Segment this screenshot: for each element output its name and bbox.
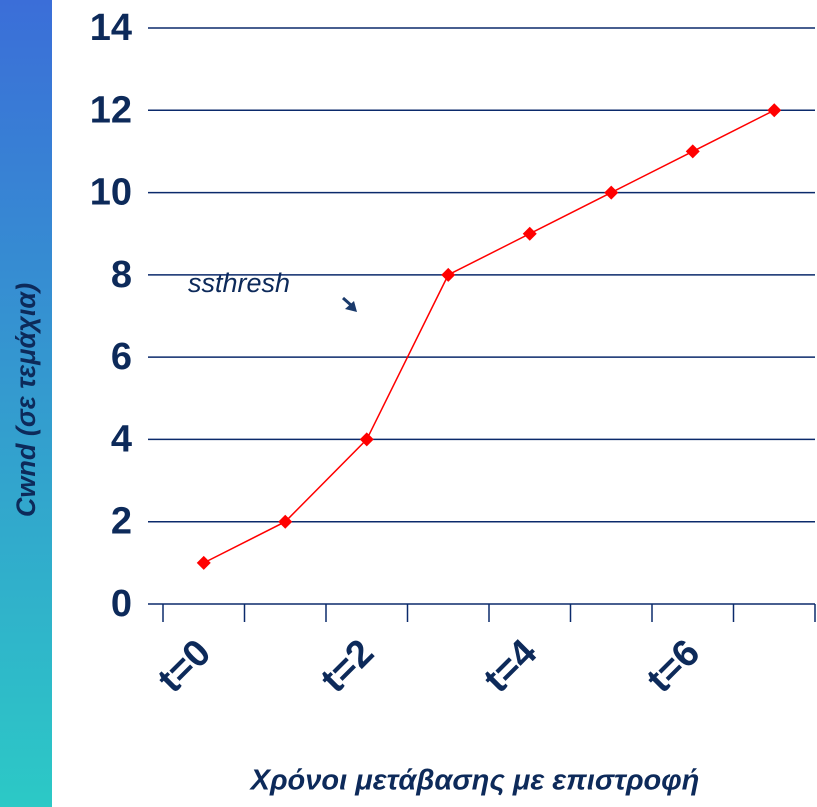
y-tick-label: 8 — [111, 254, 132, 296]
y-tick-label: 0 — [111, 583, 132, 625]
y-tick-label: 4 — [111, 418, 132, 460]
x-tick-label: t=6 — [639, 632, 708, 701]
x-tick-label: t=2 — [313, 632, 382, 701]
point-marker — [604, 185, 619, 200]
point-marker — [441, 267, 456, 282]
point-marker — [522, 226, 537, 241]
point-marker — [685, 144, 700, 159]
y-tick-label: 12 — [90, 89, 132, 131]
y-tick-label: 6 — [111, 336, 132, 378]
series-line — [203, 109, 775, 564]
y-tick-label: 14 — [90, 7, 132, 49]
annotation: ssthresh — [188, 268, 290, 298]
point-marker — [359, 432, 374, 447]
y-tick-label: 2 — [111, 501, 132, 543]
side-stripe — [0, 0, 52, 807]
x-tick-label: t=0 — [150, 632, 219, 701]
x-axis-label: Χρόνοι μετάβασης με επιστροφή — [249, 765, 700, 797]
x-tick-label: t=4 — [476, 632, 545, 701]
annotation-arrow — [342, 296, 357, 312]
point-marker — [196, 555, 211, 570]
point-marker — [767, 103, 782, 118]
y-axis-label: Cwnd (σε τεμάχια) — [11, 283, 41, 517]
y-tick-label: 10 — [90, 172, 132, 214]
point-marker — [278, 514, 293, 529]
